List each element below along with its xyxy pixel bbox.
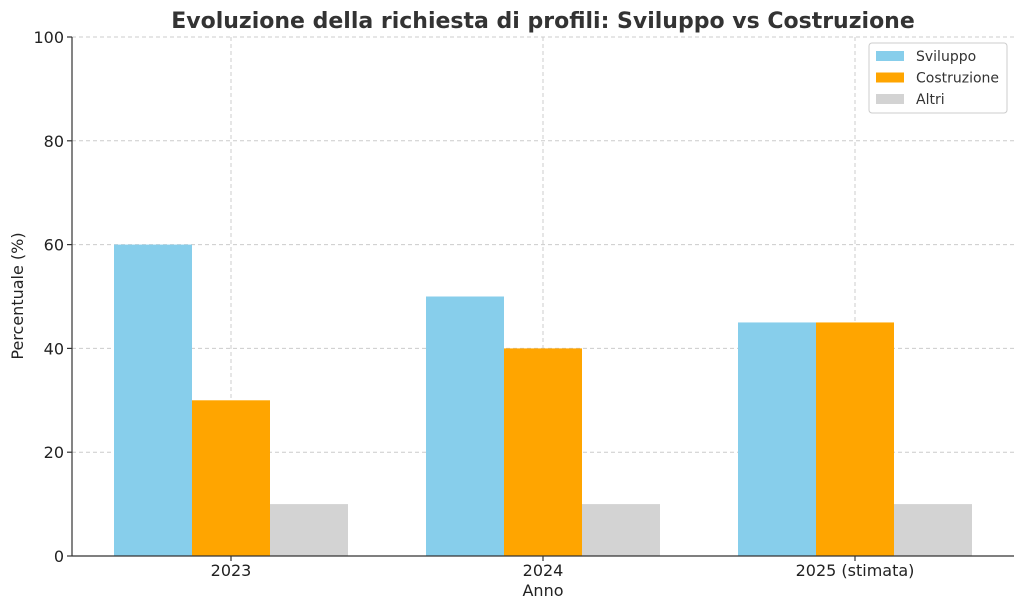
y-axis-label: Percentuale (%) (8, 232, 27, 359)
y-tick-label: 20 (44, 443, 64, 462)
x-axis-label: Anno (522, 581, 563, 600)
chart-title: Evoluzione della richiesta di profili: S… (171, 9, 915, 34)
y-tick-labels: 0 20 40 60 80 100 (33, 28, 64, 566)
bar-sviluppo-2 (426, 296, 504, 556)
legend-label: Altri (916, 92, 945, 108)
x-tick-label: 2024 (523, 561, 564, 580)
bars (114, 244, 972, 556)
legend-swatch (876, 51, 904, 61)
y-tick-label: 80 (44, 132, 64, 151)
legend-label: Costruzione (916, 71, 999, 87)
bar-sviluppo-3 (738, 322, 816, 556)
bar-costruzione-2 (504, 348, 582, 556)
legend-swatch (876, 72, 904, 83)
legend-label: Sviluppo (916, 49, 976, 65)
y-tick-label: 40 (44, 339, 64, 358)
bar-costruzione-3 (816, 322, 894, 556)
legend: Sviluppo Costruzione Altri (868, 42, 1008, 114)
x-tick-label: 2023 (211, 561, 252, 580)
y-tick-label: 100 (33, 28, 64, 47)
legend-swatch (876, 94, 904, 104)
bar-sviluppo-1 (114, 244, 192, 556)
bar-altri-3 (894, 504, 972, 556)
y-tick-label: 0 (54, 547, 64, 566)
bar-altri-2 (582, 504, 660, 556)
x-tick-label: 2025 (stimata) (796, 561, 915, 580)
y-tick-label: 60 (44, 236, 64, 255)
bar-altri-1 (270, 504, 348, 556)
x-tick-labels: 2023 2024 2025 (stimata) (211, 556, 915, 580)
bar-costruzione-1 (192, 400, 270, 556)
